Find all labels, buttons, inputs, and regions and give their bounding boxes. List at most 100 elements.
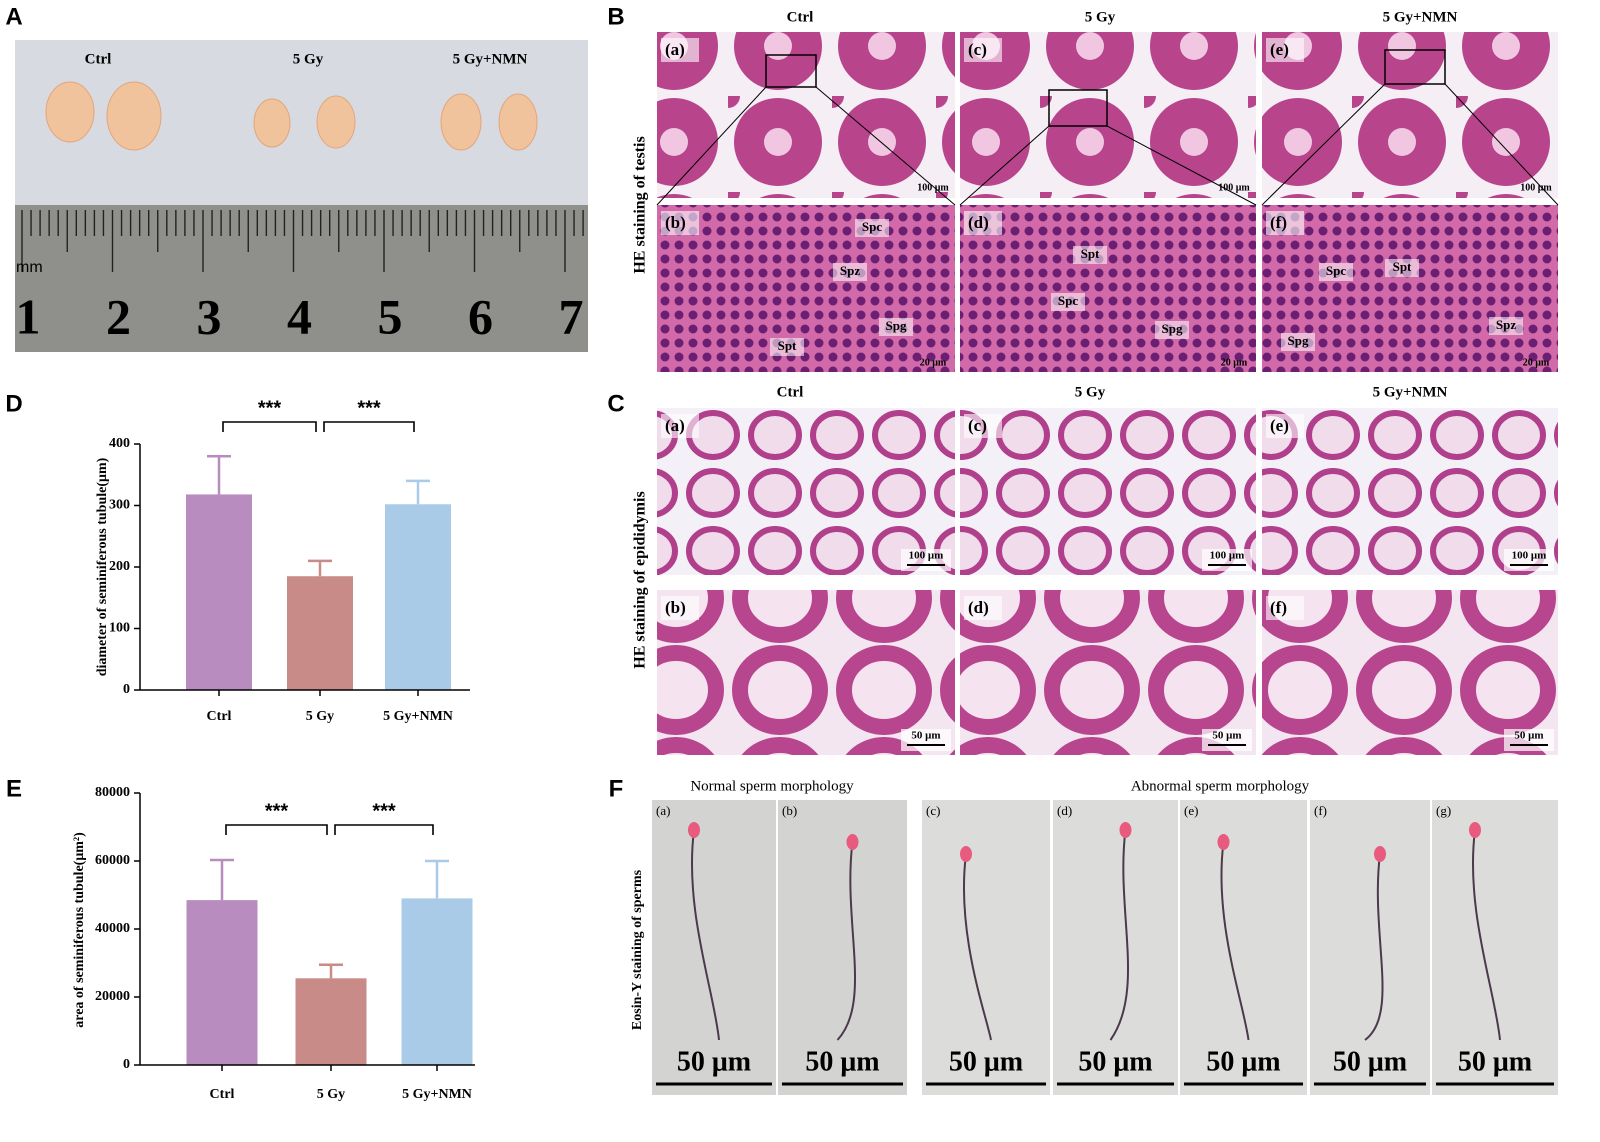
scale-label: 20 μm [1221, 357, 1248, 368]
micrograph [960, 408, 1256, 575]
sperm-head [960, 846, 972, 862]
ruler-number: 7 [559, 288, 584, 344]
x-tick-label: 5 Gy [306, 709, 334, 724]
zoom-line [1261, 83, 1386, 206]
x-tick-label: Ctrl [207, 709, 232, 724]
testis-photos [45, 81, 538, 151]
cell-label: Spc [1326, 263, 1346, 278]
column-header: 5 Gy+NMN [1383, 9, 1458, 25]
scale-label: 50 μm [1514, 730, 1543, 742]
bar [295, 978, 367, 1065]
micrograph [960, 32, 1256, 198]
label-bg [661, 414, 699, 438]
cell-label: Spc [862, 219, 882, 234]
label-bg [1319, 263, 1353, 281]
group-label: 5 Gy [293, 51, 324, 67]
significance-bracket [225, 824, 328, 835]
cell-label: Spt [778, 338, 797, 353]
significance-bracket [334, 824, 434, 835]
sperm-head [846, 834, 859, 850]
micrograph [1262, 32, 1558, 198]
sperm-head [1217, 834, 1230, 850]
sperm-tail [1364, 853, 1384, 1041]
y-tick-label: 400 [109, 436, 130, 451]
micrograph [1053, 800, 1178, 1095]
subpanel-label: (a) [656, 803, 670, 818]
micrograph [657, 205, 955, 372]
bar [385, 504, 451, 690]
panel-letter: D [5, 390, 22, 417]
significance-label: *** [357, 397, 381, 419]
zoom-line [656, 86, 767, 206]
scale-label: 50 μm [677, 1046, 751, 1077]
ruler-number: 1 [16, 288, 41, 344]
label-bg [1281, 333, 1315, 351]
micrograph [960, 590, 1256, 755]
micrograph [1432, 800, 1558, 1095]
cell-label: Spz [1496, 317, 1516, 332]
sperm-tail [1471, 829, 1501, 1041]
scale-label: 100 μm [909, 550, 944, 562]
cell-label: Spg [886, 318, 907, 333]
side-label: Eosin-Y staining of sperms [630, 869, 645, 1030]
scale-label: 100 μm [1218, 182, 1250, 193]
zoom-line [1444, 83, 1559, 206]
cell-label: Spt [1081, 246, 1100, 261]
bar [186, 494, 252, 690]
scale-label: 50 μm [1333, 1046, 1407, 1077]
group-label: 5 Gy+NMN [453, 51, 528, 67]
ruler-number: 4 [287, 288, 312, 344]
y-tick-label: 300 [109, 498, 130, 513]
subpanel-label: (f) [1270, 598, 1287, 617]
group-heading: Normal sperm morphology [690, 778, 854, 794]
scale-label: 50 μm [949, 1046, 1023, 1077]
column-header: 5 Gy [1075, 384, 1106, 400]
scale-label: 20 μm [920, 357, 947, 368]
side-label: HE staining of testis [632, 136, 649, 273]
micrograph [657, 408, 955, 575]
label-bg [833, 263, 867, 281]
subpanel-label: (c) [968, 416, 987, 435]
subpanel-label: (e) [1270, 416, 1289, 435]
sperm-head [1469, 822, 1481, 838]
label-bg [1266, 211, 1304, 235]
scale-label: 20 μm [1523, 357, 1550, 368]
subpanel-label: (d) [968, 598, 989, 617]
subpanel-label: (a) [665, 40, 685, 59]
label-bg [1266, 596, 1304, 620]
micrograph [1262, 590, 1558, 755]
scale-label: 100 μm [917, 182, 949, 193]
y-tick-label: 200 [109, 559, 130, 574]
zoom-box [1048, 89, 1108, 127]
cell-label: Spt [1393, 259, 1412, 274]
label-bg [855, 219, 889, 237]
label-bg [964, 211, 1002, 235]
sperm-head [1374, 846, 1386, 862]
panel-letter: C [607, 390, 624, 417]
label-bg [964, 38, 1002, 62]
subpanel-label: (g) [1436, 803, 1451, 818]
y-tick-label: 40000 [95, 921, 130, 936]
label-bg [1266, 414, 1304, 438]
subpanel-label: (f) [1314, 803, 1327, 818]
group-label: Ctrl [85, 51, 112, 67]
scale-label: 100 μm [1210, 550, 1245, 562]
ruler-ticks [21, 210, 584, 272]
scale-label: 100 μm [1512, 550, 1547, 562]
zoom-line [1106, 125, 1257, 206]
scale-label: 50 μm [1458, 1046, 1532, 1077]
significance-label: *** [372, 800, 396, 822]
micrograph [652, 800, 776, 1095]
column-header: 5 Gy+NMN [1373, 384, 1448, 400]
label-bg [1385, 259, 1419, 277]
sperm-head [1119, 822, 1132, 838]
zoom-box [765, 54, 817, 88]
subpanel-label: (d) [1057, 803, 1072, 818]
label-bg [661, 596, 699, 620]
micrograph [1180, 800, 1307, 1095]
y-tick-label: 0 [123, 1057, 130, 1072]
subpanel-label: (b) [782, 803, 797, 818]
micrograph [778, 800, 907, 1095]
subpanel-label: (e) [1270, 40, 1289, 59]
x-tick-label: 5 Gy+NMN [383, 709, 453, 724]
